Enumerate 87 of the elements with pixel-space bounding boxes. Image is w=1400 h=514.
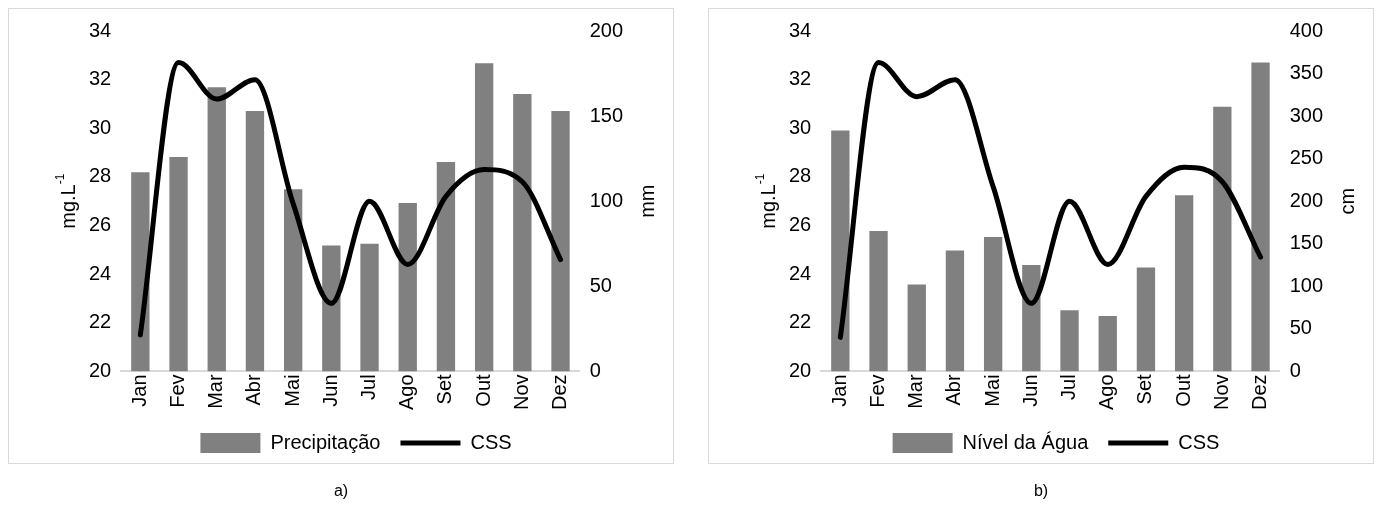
y2-tick-label: 200: [1289, 188, 1324, 211]
bar: [322, 245, 341, 372]
y-tick-label: 30: [89, 115, 112, 138]
bar: [945, 250, 965, 372]
y-tick-label: 22: [89, 310, 112, 333]
y2-tick-label: 300: [1289, 103, 1324, 126]
bar: [1022, 265, 1041, 372]
x-tick-label: Mai: [280, 374, 303, 407]
y-tick-label: 20: [789, 358, 812, 381]
y-tick-label: 20: [89, 358, 112, 381]
bar: [474, 63, 494, 372]
y2-axis-title: cm: [1335, 187, 1358, 215]
x-tick-label: Nov: [1209, 374, 1232, 410]
y2-tick-label: 150: [1289, 231, 1324, 254]
y2-tick-label: 100: [589, 188, 624, 211]
bar: [907, 284, 926, 372]
x-tick-label: Fev: [166, 374, 189, 408]
bar: [360, 243, 379, 372]
x-tick-label: Mai: [980, 374, 1003, 407]
x-tick-label: Fev: [866, 374, 889, 408]
bar: [1251, 62, 1270, 372]
legend-label: Nível da Água: [962, 430, 1090, 453]
bar: [551, 111, 570, 372]
x-tick-label: Jul: [357, 374, 380, 400]
x-tick-label: Jun: [318, 374, 341, 407]
x-tick-label: Ago: [395, 374, 418, 411]
bar: [436, 162, 456, 372]
x-tick-label: Abr: [942, 374, 965, 406]
x-tick-label: Abr: [242, 374, 265, 406]
y2-tick-label: 250: [1289, 146, 1324, 169]
bar: [1098, 316, 1117, 372]
y2-tick-label: 200: [589, 18, 624, 41]
y2-axis-title: mm: [635, 184, 658, 218]
y-tick-label: 34: [789, 18, 812, 41]
x-tick-label: Out: [1171, 373, 1194, 407]
bar: [1060, 310, 1079, 372]
y2-tick-label: 0: [589, 358, 601, 381]
y-tick-label: 32: [789, 67, 812, 90]
x-tick-label: Nov: [509, 374, 532, 410]
y2-tick-label: 350: [1289, 61, 1324, 84]
x-tick-label: Out: [471, 373, 494, 407]
bar: [169, 156, 188, 372]
x-tick-label: Set: [1133, 373, 1156, 405]
y-axis-title: mg.L-1: [53, 173, 79, 229]
legend-label: CSS: [470, 430, 512, 453]
y-tick-label: 24: [89, 261, 112, 284]
y2-tick-label: 150: [589, 103, 624, 126]
y2-tick-label: 50: [1289, 316, 1312, 339]
x-tick-label: Jan: [827, 374, 850, 407]
bar: [245, 111, 265, 372]
x-tick-label: Mar: [204, 374, 227, 409]
y-tick-label: 32: [89, 67, 112, 90]
x-tick-label: Dez: [548, 374, 571, 410]
y-tick-label: 34: [89, 18, 112, 41]
x-tick-label: Dez: [1248, 374, 1271, 410]
bar: [1136, 267, 1156, 372]
text: b): [1032, 482, 1050, 500]
bar: [831, 130, 850, 372]
bar: [398, 202, 417, 372]
bar: [283, 189, 303, 372]
y-tick-label: 30: [789, 115, 812, 138]
bar: [983, 236, 1003, 372]
y-tick-label: 28: [789, 164, 812, 187]
y-tick-label: 28: [89, 164, 112, 187]
bar: [1213, 106, 1232, 372]
y2-tick-label: 100: [1289, 273, 1324, 296]
x-tick-label: Jan: [127, 374, 150, 407]
bar: [869, 230, 888, 372]
x-tick-label: Mar: [904, 374, 927, 409]
bar: [513, 93, 532, 372]
bar: [207, 87, 226, 372]
y2-tick-label: 0: [1289, 358, 1301, 381]
y-tick-label: 24: [789, 261, 812, 284]
legend-label: CSS: [1178, 430, 1220, 453]
x-tick-label: Jul: [1057, 374, 1080, 400]
text: a): [332, 482, 350, 500]
y-axis-title: mg.L-1: [753, 173, 779, 229]
legend-label: Precipitação: [270, 430, 381, 453]
y-tick-label: 26: [789, 213, 812, 236]
bar: [1174, 195, 1194, 372]
x-tick-label: Ago: [1095, 374, 1118, 411]
y-tick-label: 22: [789, 310, 812, 333]
x-tick-label: Jun: [1018, 374, 1041, 407]
y2-tick-label: 50: [589, 273, 612, 296]
x-tick-label: Set: [433, 373, 456, 405]
y2-tick-label: 400: [1289, 18, 1324, 41]
y-tick-label: 26: [89, 213, 112, 236]
